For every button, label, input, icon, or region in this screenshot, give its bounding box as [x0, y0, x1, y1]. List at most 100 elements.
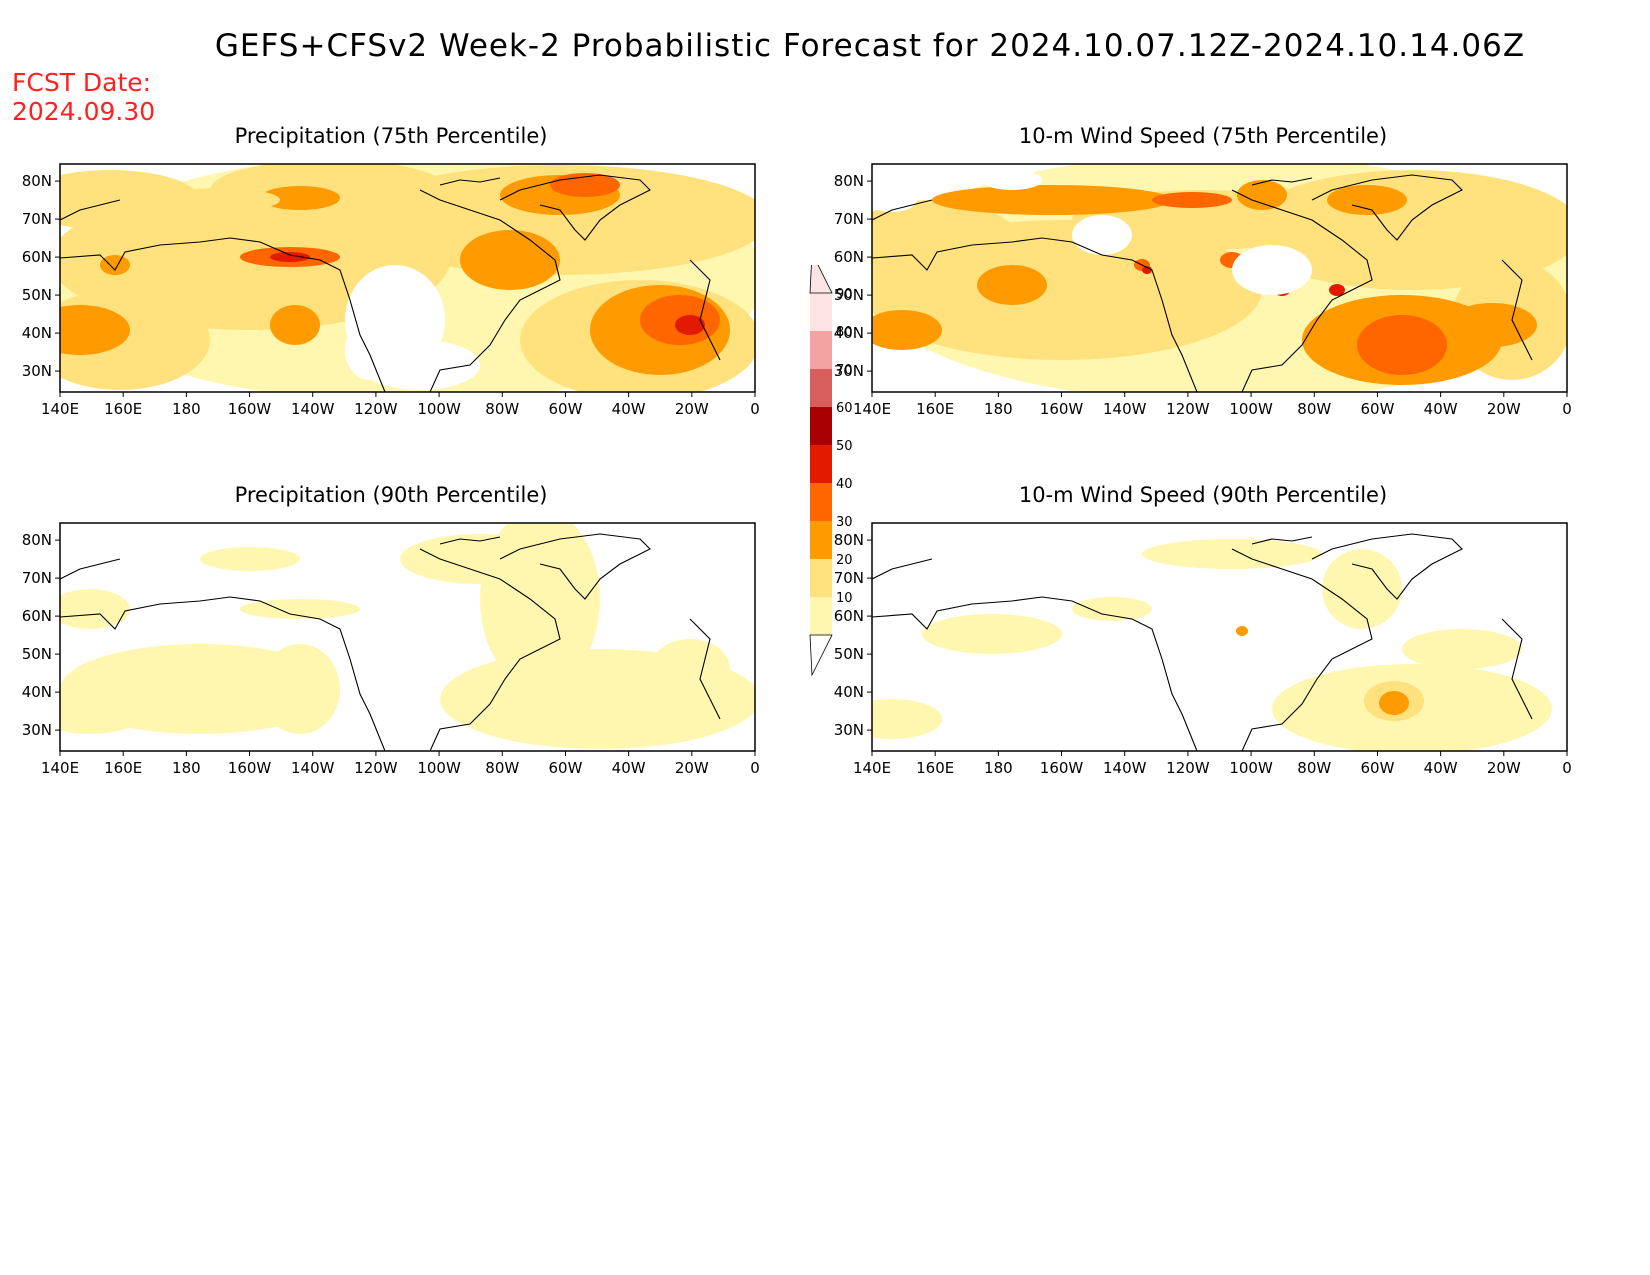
forecast-date-value: 2024.09.30 — [12, 97, 156, 126]
contour-region — [270, 305, 320, 345]
map-panel-precip75: 80N 70N 60N 50N 40N 30N 140E 160E 180 160W 140W 120… — [22, 163, 760, 418]
lon-tick-label: 140E — [853, 400, 891, 418]
colorbar-segment — [810, 483, 832, 521]
contour-region — [100, 255, 130, 275]
lon-tick-label: 20W — [675, 400, 709, 418]
colorbar-label: 10 — [836, 591, 853, 606]
lat-tick-label: 40N — [22, 324, 52, 342]
coastline — [499, 533, 651, 600]
colorbar-label: 80 — [836, 325, 853, 340]
contour-region — [1232, 245, 1312, 295]
lat-tick-label: 60N — [22, 607, 52, 625]
contour-region — [1327, 185, 1407, 215]
lon-tick-label: 100W — [1229, 400, 1273, 418]
contour-region — [240, 599, 360, 619]
lon-tick-label: 0 — [750, 759, 760, 777]
map-panel-precip90: 80N 70N 60N 50N 40N 30N 140E 160E 180 160W 140W 120… — [22, 522, 760, 777]
contour-region — [1142, 266, 1152, 274]
lat-tick-label: 80N — [834, 531, 864, 549]
lon-tick-label: 180 — [984, 400, 1013, 418]
contour-region — [1402, 629, 1522, 669]
colorbar-label: 90 — [836, 287, 853, 302]
contour-region — [977, 265, 1047, 305]
map-panel-wind90: 80N 70N 60N 50N 40N 30N 140E 160E 180 160W 140W 120… — [834, 522, 1572, 777]
colorbar-segment — [810, 559, 832, 597]
map-frame — [59, 522, 756, 752]
contour-region — [650, 639, 730, 699]
lat-tick-label: 30N — [834, 362, 864, 380]
contour-region — [60, 684, 150, 734]
lon-tick-label: 0 — [750, 400, 760, 418]
lat-tick-label: 70N — [834, 210, 864, 228]
lon-tick-label: 120W — [354, 400, 398, 418]
contour-region — [1072, 215, 1132, 255]
contour-region — [872, 699, 942, 739]
colorbar-segment — [810, 331, 832, 369]
coastline — [60, 199, 121, 221]
colorbar-label: 60 — [836, 401, 853, 416]
lon-tick-label: 140W — [291, 759, 335, 777]
lon-tick-label: 60W — [1360, 759, 1394, 777]
lon-tick-label: 160E — [916, 759, 954, 777]
lon-tick-label: 40W — [1424, 400, 1458, 418]
lat-tick-label: 30N — [22, 721, 52, 739]
coastline — [419, 548, 561, 751]
lon-tick-label: 40W — [612, 400, 646, 418]
coastline — [1311, 533, 1463, 600]
colorbar-label: 70 — [836, 363, 853, 378]
contour-region — [60, 170, 200, 230]
contour-region — [160, 188, 280, 212]
lat-tick-label: 50N — [22, 645, 52, 663]
colorbar-segment — [810, 445, 832, 483]
coastline — [1501, 618, 1533, 720]
lat-tick-label: 40N — [834, 683, 864, 701]
lat-tick-label: 50N — [834, 645, 864, 663]
coastline — [1251, 177, 1313, 186]
contour-region — [872, 310, 942, 350]
lon-tick-label: 160E — [104, 759, 142, 777]
colorbar-label: 40 — [836, 477, 853, 492]
map-panel-wind75: 80N 70N 60N 50N 40N 30N 140E 160E 180 160W 140W 120… — [834, 163, 1572, 418]
lon-tick-label: 180 — [984, 759, 1013, 777]
contour-region — [1329, 284, 1345, 296]
map-frame — [871, 522, 1568, 752]
coastline — [1501, 259, 1533, 361]
contour-region — [60, 589, 130, 629]
colorbar-segment — [810, 293, 832, 331]
lat-tick-label: 60N — [834, 248, 864, 266]
lon-tick-label: 0 — [1562, 759, 1572, 777]
lat-tick-label: 60N — [22, 248, 52, 266]
lat-tick-label: 60N — [834, 607, 864, 625]
lon-tick-label: 140E — [853, 759, 891, 777]
contour-region — [1142, 539, 1322, 569]
lon-tick-label: 80W — [485, 759, 519, 777]
lon-tick-label: 140W — [1103, 759, 1147, 777]
contour-region — [1447, 303, 1537, 347]
contour-region — [260, 644, 340, 734]
contour-region — [1322, 549, 1402, 629]
panel-title-precip90: Precipitation (90th Percentile) — [234, 483, 548, 507]
contour-region — [872, 188, 917, 212]
lat-tick-label: 80N — [22, 531, 52, 549]
lon-tick-label: 20W — [1487, 400, 1521, 418]
coastline — [60, 237, 386, 392]
contour-region — [1236, 626, 1248, 636]
lat-tick-label: 70N — [22, 569, 52, 587]
lat-tick-label: 30N — [22, 362, 52, 380]
contour-region — [350, 165, 755, 275]
contour-region — [1379, 691, 1409, 715]
contour-region — [1237, 180, 1287, 210]
colorbar-label: 50 — [836, 439, 853, 454]
lon-tick-label: 100W — [1229, 759, 1273, 777]
panel-title-precip75: Precipitation (75th Percentile) — [234, 124, 548, 148]
contour-region — [400, 534, 560, 584]
colorbar-segment — [810, 521, 832, 559]
contour-region — [345, 320, 395, 380]
lon-tick-label: 20W — [675, 759, 709, 777]
lat-tick-label: 80N — [22, 172, 52, 190]
contour-region — [270, 252, 310, 262]
coastline — [419, 189, 561, 392]
colorbar-segment — [810, 407, 832, 445]
coastline — [1231, 548, 1373, 751]
forecast-date-label: FCST Date: — [12, 68, 152, 97]
